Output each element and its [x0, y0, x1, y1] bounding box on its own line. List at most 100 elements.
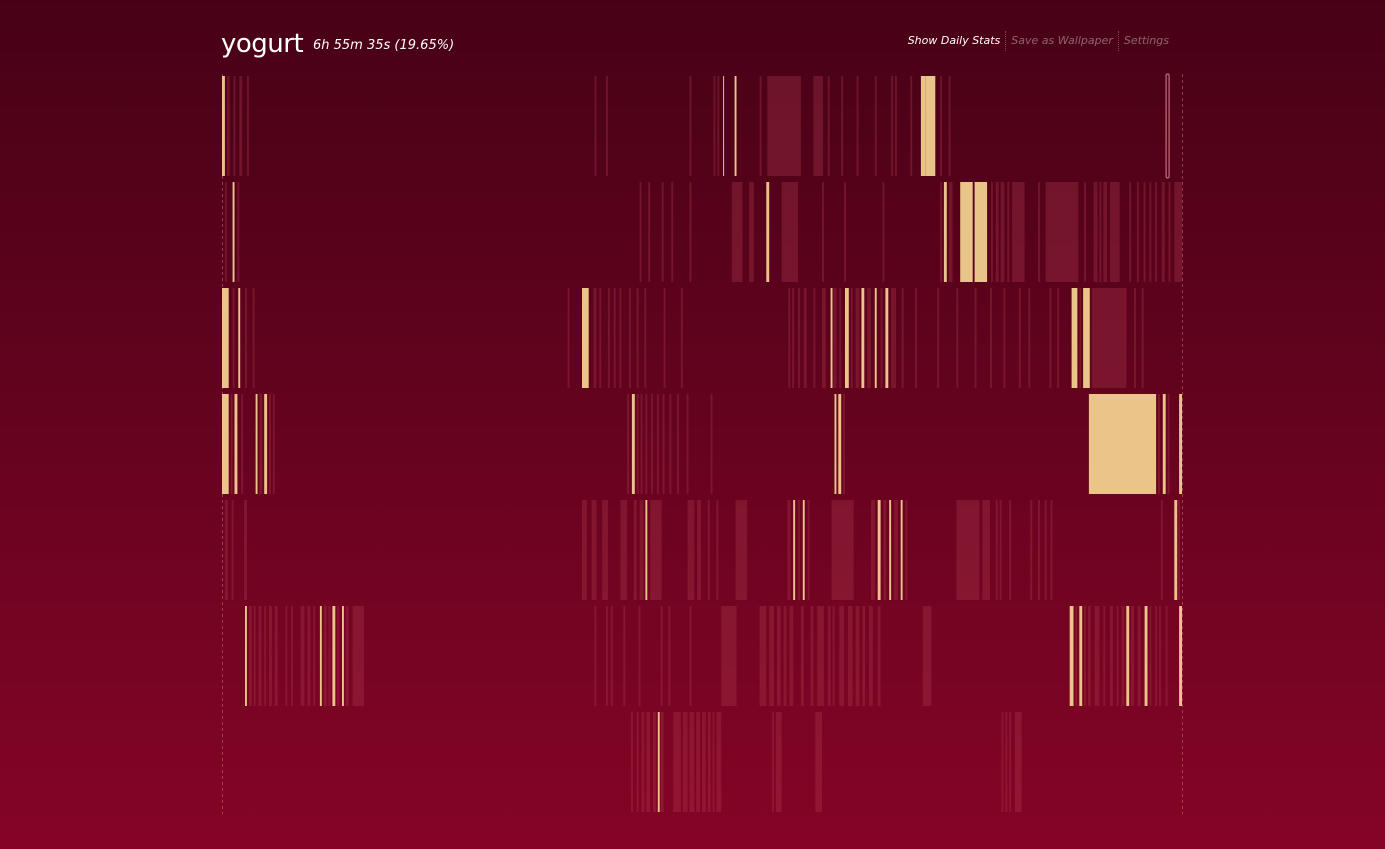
activity-segment-low[interactable] [847, 606, 853, 706]
settings-link[interactable]: Settings [1123, 34, 1169, 47]
activity-segment-low[interactable] [922, 606, 932, 706]
activity-segment-low[interactable] [567, 288, 570, 388]
activity-segment-low[interactable] [1155, 606, 1157, 706]
activity-segment-high[interactable] [1069, 606, 1074, 706]
activity-segment-low[interactable] [827, 76, 830, 176]
activity-segment-low[interactable] [1003, 288, 1006, 388]
activity-segment-low[interactable] [874, 76, 877, 176]
activity-segment-low[interactable] [269, 606, 272, 706]
activity-segment-low[interactable] [230, 394, 233, 494]
activity-segment-low[interactable] [231, 500, 234, 600]
activity-segment-low[interactable] [696, 712, 700, 812]
day-row[interactable] [224, 500, 1181, 600]
activity-segment-high[interactable] [834, 394, 837, 494]
activity-segment-low[interactable] [713, 76, 716, 176]
activity-segment-low[interactable] [300, 606, 305, 706]
activity-segment-low[interactable] [1044, 500, 1047, 600]
activity-segment-low[interactable] [1009, 500, 1012, 600]
activity-segment-high[interactable] [974, 182, 988, 282]
activity-segment-high[interactable] [845, 288, 849, 388]
activity-segment-low[interactable] [638, 606, 641, 706]
day-row[interactable] [245, 606, 1182, 706]
activity-segment-low[interactable] [832, 606, 835, 706]
activity-segment-low[interactable] [817, 606, 824, 706]
activity-segment-low[interactable] [224, 182, 227, 282]
activity-segment-high[interactable] [830, 288, 833, 388]
activity-segment-low[interactable] [707, 500, 710, 600]
activity-segment-low[interactable] [272, 394, 275, 494]
activity-segment-low[interactable] [244, 500, 247, 600]
activity-segment-low[interactable] [717, 76, 720, 176]
activity-segment-low[interactable] [1116, 606, 1119, 706]
activity-segment-low[interactable] [1028, 288, 1031, 388]
activity-segment-low[interactable] [850, 288, 853, 388]
activity-segment-high[interactable] [960, 182, 973, 282]
activity-segment-high[interactable] [222, 288, 229, 388]
activity-segment-low[interactable] [623, 606, 626, 706]
day-row[interactable] [222, 394, 1182, 494]
activity-segment-low[interactable] [606, 606, 608, 706]
activity-segment-high[interactable] [920, 76, 926, 176]
activity-segment-low[interactable] [313, 606, 316, 706]
activity-segment-low[interactable] [680, 288, 683, 388]
activity-segment-high[interactable] [925, 76, 936, 176]
activity-segment-low[interactable] [1137, 606, 1141, 706]
activity-segment-low[interactable] [337, 606, 340, 706]
activity-segment-low[interactable] [1000, 182, 1005, 282]
activity-segment-low[interactable] [833, 288, 837, 388]
activity-segment-low[interactable] [810, 606, 814, 706]
activity-segment-low[interactable] [910, 76, 913, 176]
activity-segment-low[interactable] [869, 606, 873, 706]
activity-segment-low[interactable] [783, 606, 787, 706]
activity-segment-low[interactable] [224, 500, 228, 600]
save-as-wallpaper-link[interactable]: Save as Wallpaper [1011, 34, 1113, 47]
activity-segment-low[interactable] [248, 606, 252, 706]
activity-segment-high[interactable] [943, 182, 947, 282]
activity-segment-low[interactable] [1167, 394, 1170, 494]
activity-segment-low[interactable] [1149, 182, 1152, 282]
activity-segment-low[interactable] [697, 500, 701, 600]
activity-segment-low[interactable] [948, 76, 951, 176]
activity-segment-low[interactable] [813, 76, 823, 176]
activity-segment-high[interactable] [838, 394, 842, 494]
activity-segment-low[interactable] [827, 606, 831, 706]
activity-segment-low[interactable] [995, 182, 999, 282]
activity-segment-low[interactable] [1084, 606, 1086, 706]
activity-segment-low[interactable] [645, 394, 648, 494]
activity-segment-low[interactable] [673, 712, 681, 812]
activity-segment-high[interactable] [1179, 394, 1182, 494]
activity-segment-low[interactable] [1050, 500, 1053, 600]
activity-segment-low[interactable] [1015, 712, 1022, 812]
activity-segment-high[interactable] [245, 606, 247, 706]
activity-segment-low[interactable] [1178, 500, 1181, 600]
activity-segment-low[interactable] [653, 712, 656, 812]
activity-segment-low[interactable] [656, 394, 659, 494]
activity-segment-low[interactable] [345, 606, 349, 706]
activity-segment-low[interactable] [1099, 182, 1102, 282]
activity-segment-low[interactable] [956, 500, 980, 600]
activity-segment-low[interactable] [677, 394, 679, 494]
activity-segment-low[interactable] [787, 500, 791, 600]
activity-segment-low[interactable] [641, 712, 645, 812]
activity-segment-low[interactable] [633, 500, 637, 600]
activity-segment-low[interactable] [1134, 288, 1136, 388]
activity-segment-low[interactable] [1009, 712, 1012, 812]
activity-segment-high[interactable] [1126, 606, 1130, 706]
activity-segment-high[interactable] [1079, 606, 1083, 706]
activity-segment-high[interactable] [645, 500, 648, 600]
activity-segment-low[interactable] [712, 712, 715, 812]
activity-segment-low[interactable] [956, 288, 959, 388]
show-daily-stats-link[interactable]: Show Daily Stats [907, 34, 1001, 47]
activity-segment-low[interactable] [1136, 182, 1139, 282]
activity-segment-low[interactable] [689, 606, 692, 706]
activity-segment-low[interactable] [689, 182, 692, 282]
activity-segment-low[interactable] [891, 76, 893, 176]
activity-segment-low[interactable] [841, 76, 844, 176]
activity-segment-low[interactable] [940, 76, 942, 176]
activity-segment-low[interactable] [800, 606, 804, 706]
activity-segment-low[interactable] [999, 500, 1002, 600]
activity-segment-high[interactable] [766, 182, 770, 282]
activity-segment-low[interactable] [662, 394, 665, 494]
activity-segment-high[interactable] [582, 288, 589, 388]
activity-segment-low[interactable] [839, 606, 845, 706]
